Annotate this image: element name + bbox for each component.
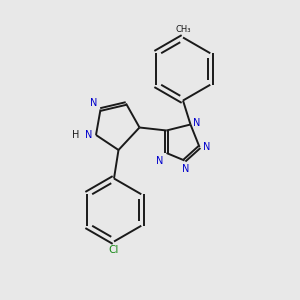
Text: N: N: [182, 164, 190, 174]
Text: N: N: [155, 156, 163, 166]
Text: CH₃: CH₃: [175, 25, 191, 34]
Text: Cl: Cl: [109, 245, 119, 255]
Text: N: N: [89, 98, 97, 108]
Text: N: N: [85, 130, 92, 140]
Text: N: N: [203, 142, 211, 152]
Text: N: N: [194, 118, 201, 128]
Text: H: H: [72, 130, 80, 140]
